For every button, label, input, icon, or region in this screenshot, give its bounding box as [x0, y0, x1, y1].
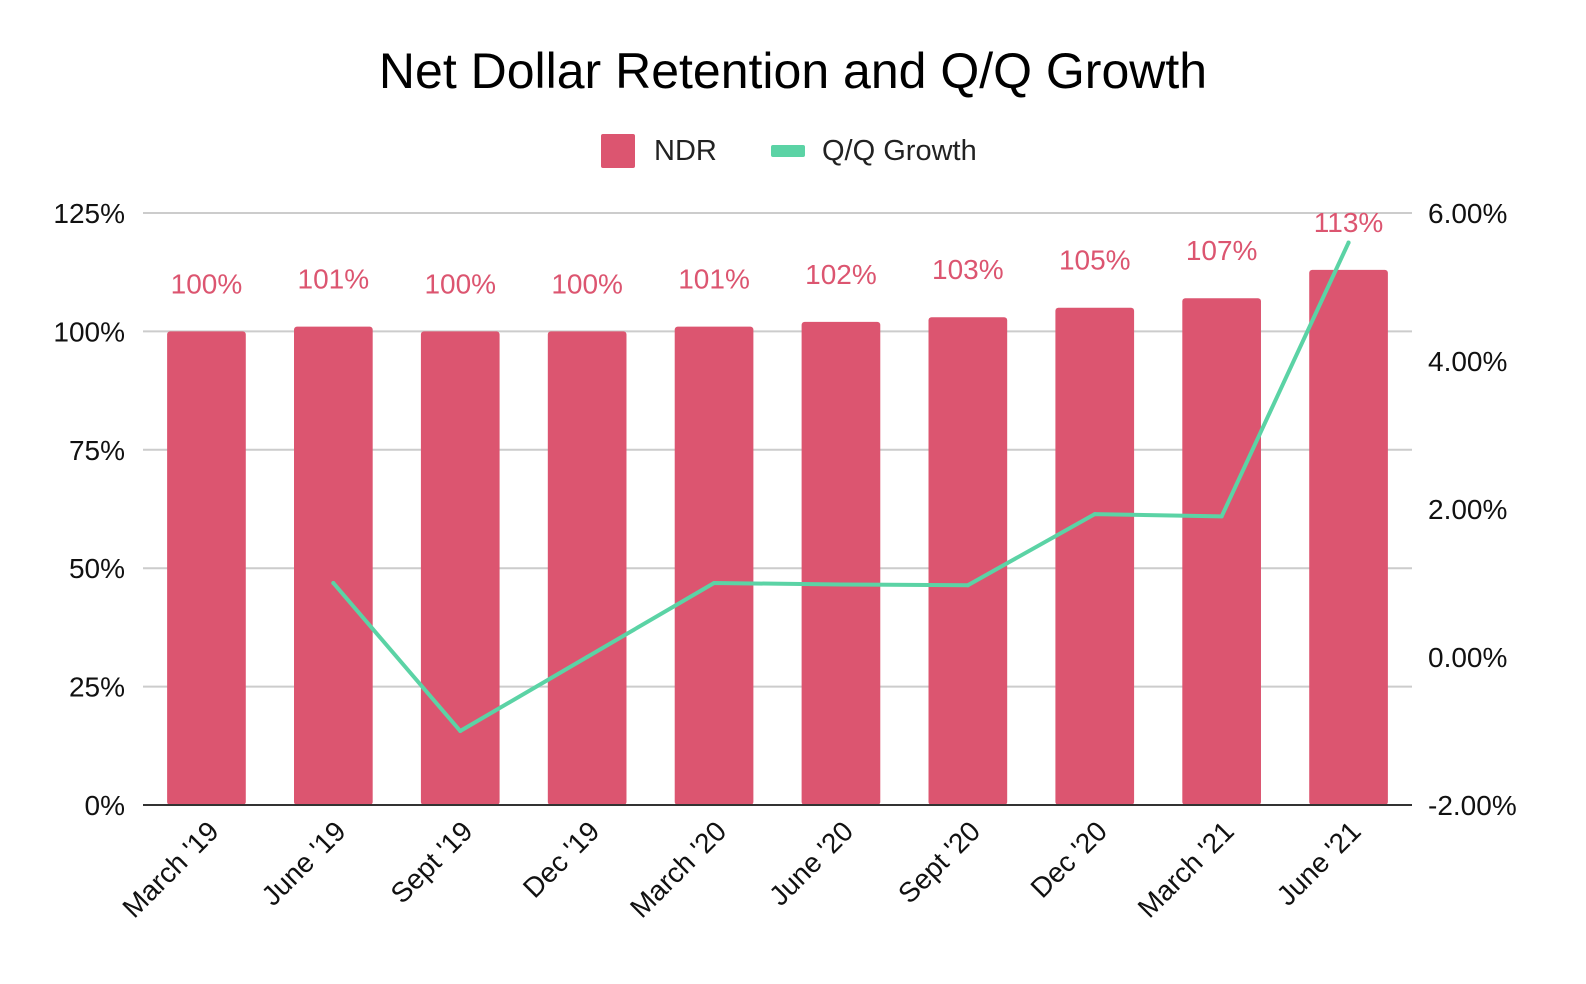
legend: NDR Q/Q Growth [601, 134, 977, 168]
legend-ndr-swatch [601, 134, 635, 168]
ndr-bar [547, 331, 627, 805]
qq-growth-point [1346, 240, 1351, 245]
ndr-bar [1055, 307, 1135, 805]
ndr-data-label: 101% [678, 264, 750, 295]
left-axis-tick-label: 25% [69, 672, 125, 703]
ndr-bar [294, 326, 373, 805]
ndr-bar [1182, 298, 1261, 805]
qq-growth-point [331, 581, 336, 585]
x-axis-tick-label: June '21 [1271, 815, 1367, 911]
left-axis-tick-label: 100% [53, 316, 125, 347]
x-axis-tick-label: Sept '20 [892, 815, 986, 909]
data-labels: 100% 101% 100% 100% 101% 102% 103% 105% 107% 113% [171, 207, 1384, 300]
qq-growth-point [1092, 512, 1097, 517]
qq-growth-point [585, 655, 590, 659]
ndr-data-label: 100% [171, 268, 243, 299]
ndr-bar [1309, 269, 1388, 805]
ndr-data-label: 101% [298, 264, 370, 295]
qq-growth-point [712, 581, 717, 585]
right-axis-tick-label: 6.00% [1428, 198, 1507, 229]
ndr-bar [928, 317, 1008, 805]
legend-ndr-label: NDR [654, 135, 717, 167]
right-axis-tick-label: 2.00% [1428, 494, 1507, 525]
ndr-data-label: 100% [551, 268, 623, 299]
qq-growth-point [458, 729, 463, 733]
right-axis-tick-label: 4.00% [1428, 346, 1507, 377]
ndr-bar [801, 321, 881, 805]
right-axis-ticks: -2.00% 0.00% 2.00% 4.00% 6.00% [1428, 198, 1517, 821]
legend-qq-growth-label: Q/Q Growth [822, 135, 977, 167]
right-axis-tick-label: -2.00% [1428, 790, 1517, 821]
ndr-data-label: 105% [1059, 245, 1131, 276]
left-axis-tick-label: 75% [69, 435, 125, 466]
x-axis-tick-label: March '19 [116, 815, 224, 923]
chart-title: Net Dollar Retention and Q/Q Growth [379, 43, 1207, 99]
qq-growth-line-group [331, 240, 1351, 733]
x-axis-tick-label: Dec '20 [1025, 815, 1113, 903]
ndr-bar [420, 331, 500, 805]
ndr-bar [167, 331, 246, 805]
ndr-bar [674, 326, 754, 805]
right-axis-tick-label: 0.00% [1428, 642, 1507, 673]
ndr-data-label: 107% [1186, 235, 1258, 266]
ndr-data-label: 100% [424, 268, 496, 299]
left-axis-ticks: 0% 25% 50% 75% 100% 125% [53, 198, 125, 821]
x-axis-tick-label: March '21 [1132, 815, 1240, 923]
x-axis-ticks: March '19 June '19 Sept '19 Dec '19 March '2… [116, 815, 1366, 923]
x-axis-tick-label: March '20 [624, 815, 732, 923]
qq-growth-point [965, 583, 970, 588]
qq-growth-point [838, 582, 843, 587]
x-axis-tick-label: Sept '19 [385, 815, 479, 909]
ndr-data-label: 103% [932, 254, 1004, 285]
left-axis-tick-label: 50% [69, 553, 125, 584]
x-axis-tick-label: June '19 [255, 815, 351, 911]
legend-qq-growth-swatch [771, 145, 805, 157]
x-axis-tick-label: June '20 [763, 815, 859, 911]
ndr-bars [167, 269, 1388, 805]
left-axis-tick-label: 125% [53, 198, 125, 229]
qq-growth-point [1219, 514, 1224, 519]
ndr-data-label: 113% [1314, 207, 1384, 238]
left-axis-tick-label: 0% [85, 790, 125, 821]
ndr-data-label: 102% [805, 259, 877, 290]
x-axis-tick-label: Dec '19 [517, 815, 605, 903]
